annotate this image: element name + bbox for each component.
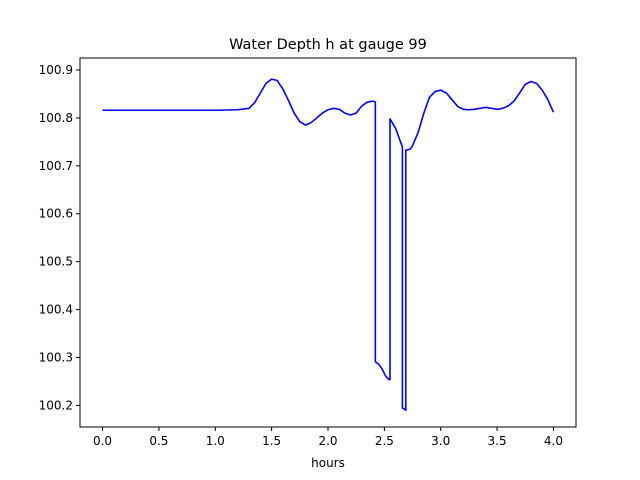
- plot-area: [102, 78, 555, 412]
- x-tick-label: 1.5: [262, 434, 281, 448]
- x-tick-label: 2.5: [375, 434, 394, 448]
- x-tick-label: 0.0: [93, 434, 112, 448]
- y-tick-label: 100.5: [39, 255, 73, 269]
- x-tick-label: 1.0: [206, 434, 225, 448]
- y-axis: 100.2 100.3 100.4 100.5 100.6 100.7 100.8 100.9: [39, 63, 80, 412]
- y-tick-label: 100.7: [39, 159, 73, 173]
- y-tick-label: 100.9: [39, 63, 73, 77]
- y-tick-label: 100.2: [39, 398, 73, 412]
- x-axis-label: hours: [311, 456, 345, 470]
- plot-frame: [79, 57, 577, 428]
- x-axis: 0.0 0.5 1.0 1.5 2.0 2.5 3.0 3.5 4.0: [93, 427, 563, 448]
- y-tick-label: 100.8: [39, 111, 73, 125]
- x-tick-label: 0.5: [149, 434, 168, 448]
- y-tick-label: 100.6: [39, 207, 73, 221]
- x-tick-label: 3.0: [431, 434, 450, 448]
- x-tick-label: 3.5: [488, 434, 507, 448]
- x-tick-label: 4.0: [544, 434, 563, 448]
- y-tick-label: 100.3: [39, 351, 73, 365]
- chart-title: Water Depth h at gauge 99: [229, 37, 427, 53]
- series-line-0: [102, 78, 555, 412]
- y-tick-label: 100.4: [39, 303, 73, 317]
- x-tick-label: 2.0: [318, 434, 337, 448]
